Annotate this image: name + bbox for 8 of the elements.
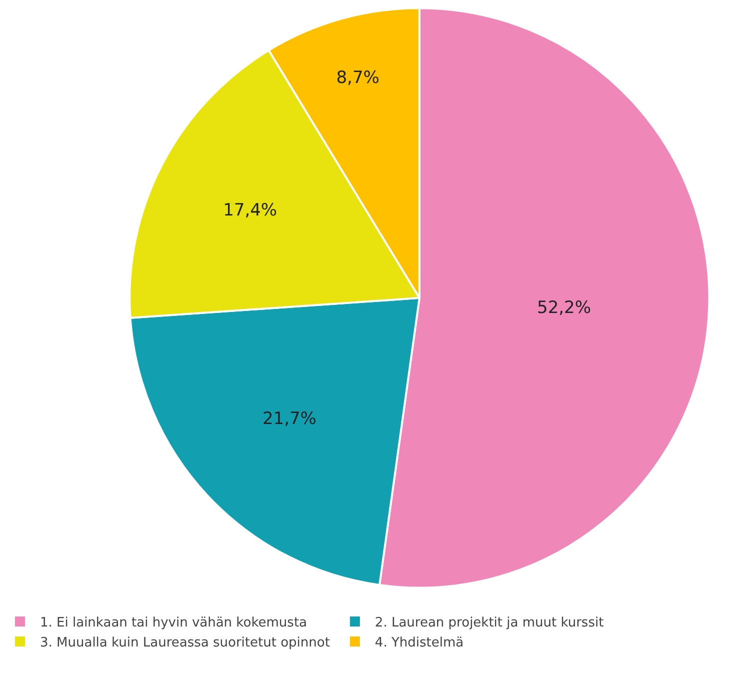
legend-label: 4. Yhdistelmä: [374, 636, 464, 651]
data-label: 8,7%: [336, 68, 380, 88]
data-label: 17,4%: [223, 200, 278, 220]
legend-label: 2. Laurean projektit ja muut kurssit: [374, 616, 604, 631]
data-label: 21,7%: [262, 409, 316, 430]
data-label: 52,2%: [536, 298, 592, 318]
legend-label: 1. Ei lainkaan tai hyvin vähän kokemusta: [40, 616, 308, 631]
legend-label: 3. Muualla kuin Laureassa suoritetut opinnot: [40, 636, 330, 651]
